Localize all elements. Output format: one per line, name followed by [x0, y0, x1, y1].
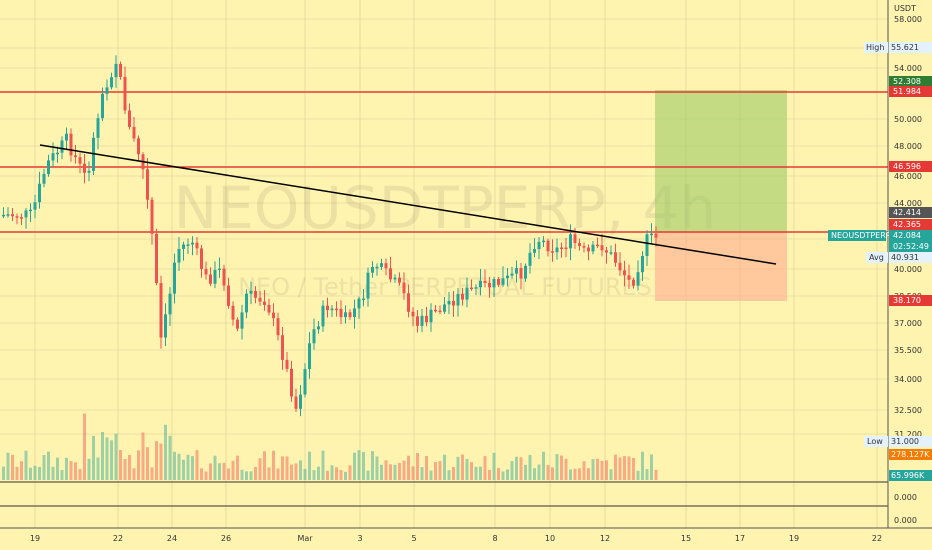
indicator-tick-1: 0.000 [894, 493, 917, 502]
svg-text:40.931: 40.931 [891, 253, 919, 262]
currency-label: USDT [894, 4, 916, 13]
svg-text:38.170: 38.170 [893, 296, 921, 305]
date-tick: 19 [789, 534, 799, 543]
date-tick: 15 [681, 534, 691, 543]
date-tick: 22 [113, 534, 123, 543]
indicator-tick-2: 0.000 [894, 516, 917, 525]
last-price-badge: 42.414 [889, 207, 932, 218]
price-tick: 48.000 [894, 142, 922, 151]
volume-ma-badge: 278.127K [889, 449, 932, 460]
svg-text:NEOUSDTPERP: NEOUSDTPERP [831, 231, 891, 240]
take-profit-zone[interactable] [655, 90, 787, 232]
resistance-badge-3: 42.365 [889, 219, 932, 230]
high-badge: High 55.621 [864, 42, 932, 53]
price-tick: 54.000 [894, 64, 922, 73]
volume-bars [2, 413, 658, 480]
chart-grid [0, 0, 888, 528]
svg-text:46.596: 46.596 [893, 162, 921, 171]
svg-text:42.365: 42.365 [893, 220, 921, 229]
symbol-price-badge[interactable]: NEOUSDTPERP 42.084 02:52:49 [828, 230, 932, 252]
price-tick: 35.500 [894, 346, 922, 355]
watermark-symbol: NEOUSDTPERP, 4h [174, 174, 716, 242]
date-tick: Mar [297, 534, 313, 543]
date-tick: 5 [411, 534, 416, 543]
svg-text:31.000: 31.000 [891, 437, 919, 446]
svg-text:51.984: 51.984 [893, 87, 921, 96]
watermark-description: NEO / Tether PERPETUAL FUTURES [238, 273, 652, 301]
date-tick: 22 [872, 534, 882, 543]
svg-text:High: High [866, 43, 884, 52]
date-tick: 24 [167, 534, 177, 543]
svg-text:02:52:49: 02:52:49 [893, 242, 929, 251]
volume-badge: 65.996K [889, 470, 932, 481]
date-tick: 10 [545, 534, 555, 543]
resistance-badge-2: 46.596 [889, 161, 932, 172]
price-tick: 50.000 [894, 115, 922, 124]
price-tick: 31.200 [894, 430, 922, 439]
svg-text:Low: Low [867, 437, 883, 446]
price-tick: 32.500 [894, 406, 922, 415]
svg-text:278.127K: 278.127K [891, 450, 930, 459]
take-profit-badge: 52.308 [889, 76, 932, 87]
price-tick: 37.000 [894, 319, 922, 328]
svg-text:Avg: Avg [869, 253, 884, 262]
date-tick: 19 [30, 534, 40, 543]
candlesticks [2, 55, 658, 417]
price-tick: 44.000 [894, 199, 922, 208]
price-tick: 58.000 [894, 15, 922, 24]
date-tick: 17 [735, 534, 745, 543]
avg-badge: Avg 40.931 [866, 252, 932, 263]
date-tick: 3 [357, 534, 362, 543]
svg-text:52.308: 52.308 [893, 77, 921, 86]
svg-text:42.414: 42.414 [893, 208, 921, 217]
stop-loss-badge: 38.170 [889, 295, 932, 306]
date-tick: 12 [600, 534, 610, 543]
resistance-badge-1: 51.984 [889, 86, 932, 97]
descending-trendline[interactable] [39, 144, 777, 265]
svg-text:42.084: 42.084 [893, 231, 921, 240]
date-tick: 26 [221, 534, 231, 543]
stop-loss-zone[interactable] [655, 232, 787, 301]
time-axis[interactable]: 19 22 24 26 Mar 3 5 8 10 12 15 17 19 22 [30, 534, 882, 543]
svg-text:65.996K: 65.996K [891, 471, 925, 480]
price-tick: 34.000 [894, 375, 922, 384]
price-tick: 46.000 [894, 172, 922, 181]
svg-text:55.621: 55.621 [891, 43, 919, 52]
date-tick: 8 [492, 534, 497, 543]
price-tick: 40.000 [894, 265, 922, 274]
low-badge: Low 31.000 [864, 436, 932, 447]
